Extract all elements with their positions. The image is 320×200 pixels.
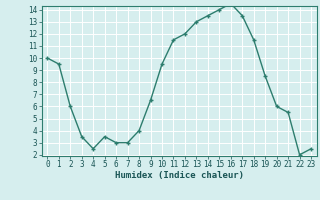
X-axis label: Humidex (Indice chaleur): Humidex (Indice chaleur) xyxy=(115,171,244,180)
